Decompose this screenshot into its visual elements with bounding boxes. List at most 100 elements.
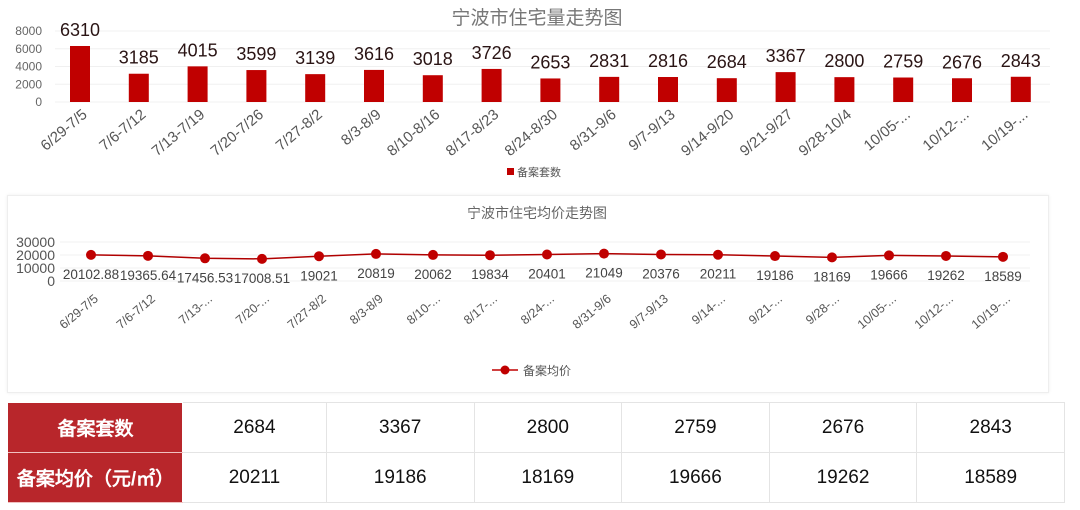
- x-tick-label: 8/3-8/9: [347, 292, 386, 328]
- chart-title: 宁波市住宅均价走势图: [467, 205, 607, 221]
- x-tick-label: 9/7-9/13: [627, 292, 671, 332]
- y-tick-label: 4000: [15, 60, 42, 74]
- y-tick-label: 10000: [16, 260, 55, 276]
- table-cell: 18169: [473, 452, 623, 503]
- data-label: 2653: [530, 52, 570, 72]
- x-tick-label: 10/19-...: [978, 106, 1031, 154]
- data-label: 4015: [178, 40, 218, 60]
- data-point: [827, 252, 837, 263]
- x-tick-label: 9/28-...: [803, 292, 842, 328]
- data-point: [257, 253, 267, 264]
- bar: [422, 75, 443, 102]
- chart-title: 宁波市住宅量走势图: [451, 7, 622, 29]
- table-cell: 20211: [182, 452, 327, 503]
- table-cell: 2684: [182, 402, 327, 453]
- row-header: 备案均价（元/㎡）: [8, 452, 183, 503]
- table-cell: 2800: [473, 402, 623, 453]
- x-tick-label: 7/27-8/2: [285, 292, 329, 332]
- data-label: 2843: [1001, 51, 1041, 71]
- data-label: 2684: [707, 52, 747, 72]
- table-cell: 2759: [621, 402, 770, 453]
- x-tick-label: 6/29-7/5: [37, 106, 90, 154]
- bar: [658, 77, 678, 102]
- data-point: [713, 249, 723, 260]
- data-label: 3185: [119, 48, 159, 68]
- data-label: 20211: [700, 267, 737, 282]
- x-tick-label: 7/6-7/12: [114, 292, 158, 332]
- bar: [893, 77, 914, 102]
- table-cell: 19186: [325, 452, 475, 503]
- charts-svg: 宁波市住宅量走势图 0 2000 4000 6000 8000 6310 6/29-7/5 31…: [15, 7, 1050, 378]
- data-label: 3139: [295, 48, 335, 68]
- summary-table: 备案套数 2684 3367 2800 2759 2676 2843 备案均价（…: [8, 402, 1065, 503]
- x-tick-label: 8/3-8/9: [338, 106, 385, 149]
- table-cell: 3367: [325, 402, 475, 453]
- row-header: 备案套数: [8, 402, 183, 453]
- data-label: 18169: [813, 269, 851, 284]
- data-point: [542, 249, 552, 260]
- x-tick-label: 7/27-8/2: [273, 106, 326, 154]
- x-tick-label: 9/21-...: [746, 292, 785, 328]
- bar: [70, 45, 90, 102]
- data-point: [428, 249, 438, 260]
- data-label: 20102.88: [63, 267, 119, 282]
- data-label: 17008.51: [234, 271, 290, 286]
- data-label: 3367: [766, 46, 806, 66]
- data-point: [314, 251, 324, 262]
- price-chart-panel: [7, 195, 1049, 393]
- x-tick-label: 10/12-...: [919, 106, 972, 154]
- x-tick-label: 9/14-9/20: [678, 106, 737, 160]
- data-label: 3599: [236, 44, 276, 64]
- table-cell: 19262: [768, 452, 918, 503]
- x-tick-label: 6/29-7/5: [57, 292, 101, 332]
- x-tick-label: 8/31-9/6: [570, 292, 614, 332]
- data-point: [485, 250, 495, 261]
- data-point: [599, 248, 609, 259]
- x-tick-label: 9/7-9/13: [625, 106, 678, 154]
- y-tick-label: 0: [35, 95, 42, 109]
- x-tick-label: 7/20-...: [233, 292, 272, 328]
- bar: [246, 70, 267, 102]
- legend-marker: [500, 365, 510, 375]
- data-point: [770, 251, 780, 262]
- table-cell: 2676: [768, 402, 918, 453]
- table-cell: 18589: [916, 452, 1065, 503]
- legend-label: 备案套数: [517, 165, 561, 179]
- bar: [364, 69, 384, 102]
- bar: [187, 66, 208, 102]
- legend-swatch: [507, 168, 514, 175]
- data-label: 21049: [585, 266, 623, 281]
- x-tick-label: 7/13-...: [176, 292, 215, 328]
- x-tick-label: 8/17-...: [461, 292, 500, 328]
- y-tick-label: 2000: [15, 77, 42, 91]
- bar: [540, 78, 561, 102]
- x-tick-label: 10/19-...: [969, 292, 1013, 332]
- x-tick-label: 10/12-...: [912, 292, 956, 332]
- x-tick-label: 8/17-8/23: [443, 106, 502, 160]
- data-point: [884, 250, 894, 261]
- data-label: 2800: [824, 51, 864, 71]
- table-row: 备案均价（元/㎡） 20211 19186 18169 19666 19262 …: [8, 452, 1065, 503]
- bar: [775, 72, 796, 102]
- table-row: 备案套数 2684 3367 2800 2759 2676 2843: [8, 402, 1065, 453]
- bar: [599, 76, 620, 102]
- y-tick-label: 30000: [16, 234, 55, 250]
- x-tick-label: 9/14-...: [689, 292, 728, 328]
- data-label: 19021: [300, 268, 338, 283]
- data-label: 20401: [528, 266, 566, 281]
- data-label: 3616: [354, 44, 394, 64]
- y-tick-label: 6000: [15, 42, 42, 56]
- y-tick-label: 8000: [15, 24, 42, 38]
- x-tick-label: 10/05-...: [861, 106, 914, 154]
- data-label: 20819: [357, 266, 395, 281]
- bar: [834, 77, 855, 102]
- bar: [305, 74, 326, 102]
- x-tick-label: 7/20-7/26: [207, 106, 266, 160]
- bar: [481, 68, 502, 102]
- data-label: 3018: [413, 49, 453, 69]
- x-tick-label: 8/31-9/6: [567, 106, 620, 154]
- data-label: 17456.53: [177, 270, 233, 285]
- x-tick-label: 7/13-7/19: [149, 106, 208, 160]
- data-label: 19262: [927, 268, 965, 283]
- data-point: [998, 251, 1008, 262]
